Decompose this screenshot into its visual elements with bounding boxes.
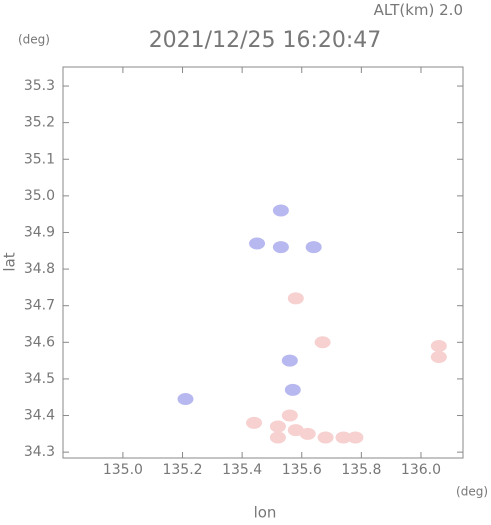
echo bbox=[281, 409, 298, 422]
echo bbox=[249, 237, 266, 250]
echo bbox=[281, 354, 298, 367]
y-tick-label: 34.8 bbox=[24, 261, 55, 277]
echo bbox=[272, 204, 289, 217]
echo bbox=[430, 350, 447, 363]
echo bbox=[287, 292, 304, 305]
echo bbox=[299, 427, 316, 440]
echo bbox=[314, 336, 331, 349]
echo bbox=[246, 416, 263, 429]
y-tick-label: 34.7 bbox=[24, 298, 55, 314]
chart-title: 2021/12/25 16:20:47 bbox=[149, 28, 382, 53]
altitude-label: ALT(km) bbox=[374, 1, 435, 19]
y-tick-label: 34.3 bbox=[24, 444, 55, 460]
x-tick-label: 135.2 bbox=[162, 462, 202, 478]
altitude-value: 2.0 bbox=[439, 1, 463, 19]
echo bbox=[430, 339, 447, 352]
x-axis-label: lon bbox=[254, 504, 277, 522]
echo bbox=[305, 241, 322, 254]
y-tick-label: 35.2 bbox=[24, 115, 55, 131]
echo bbox=[317, 431, 334, 444]
x-tick-label: 135.0 bbox=[103, 462, 143, 478]
y-axis-label: lat bbox=[1, 252, 19, 271]
plot-frame bbox=[62, 66, 464, 459]
echo bbox=[177, 393, 194, 406]
y-tick-label: 35.0 bbox=[24, 188, 55, 204]
echo bbox=[272, 241, 289, 254]
y-tick-label: 35.3 bbox=[24, 78, 55, 94]
y-tick-label: 35.1 bbox=[24, 151, 55, 167]
y-tick-label: 34.6 bbox=[24, 334, 55, 350]
x-tick-label: 135.8 bbox=[341, 462, 381, 478]
altitude: ALT(km) 2.0 bbox=[374, 1, 463, 19]
x-tick-label: 136.0 bbox=[401, 462, 441, 478]
echo bbox=[284, 383, 301, 396]
y-tick-label: 34.9 bbox=[24, 224, 55, 240]
echo bbox=[347, 431, 364, 444]
echo bbox=[335, 431, 352, 444]
y-tick-label: 34.4 bbox=[24, 408, 55, 424]
y-unit: (deg) bbox=[18, 33, 50, 47]
y-tick-label: 34.5 bbox=[24, 371, 55, 387]
x-unit: (deg) bbox=[456, 485, 488, 499]
echo bbox=[269, 420, 286, 433]
echo bbox=[269, 431, 286, 444]
x-tick-label: 135.6 bbox=[282, 462, 322, 478]
x-tick-label: 135.4 bbox=[222, 462, 262, 478]
